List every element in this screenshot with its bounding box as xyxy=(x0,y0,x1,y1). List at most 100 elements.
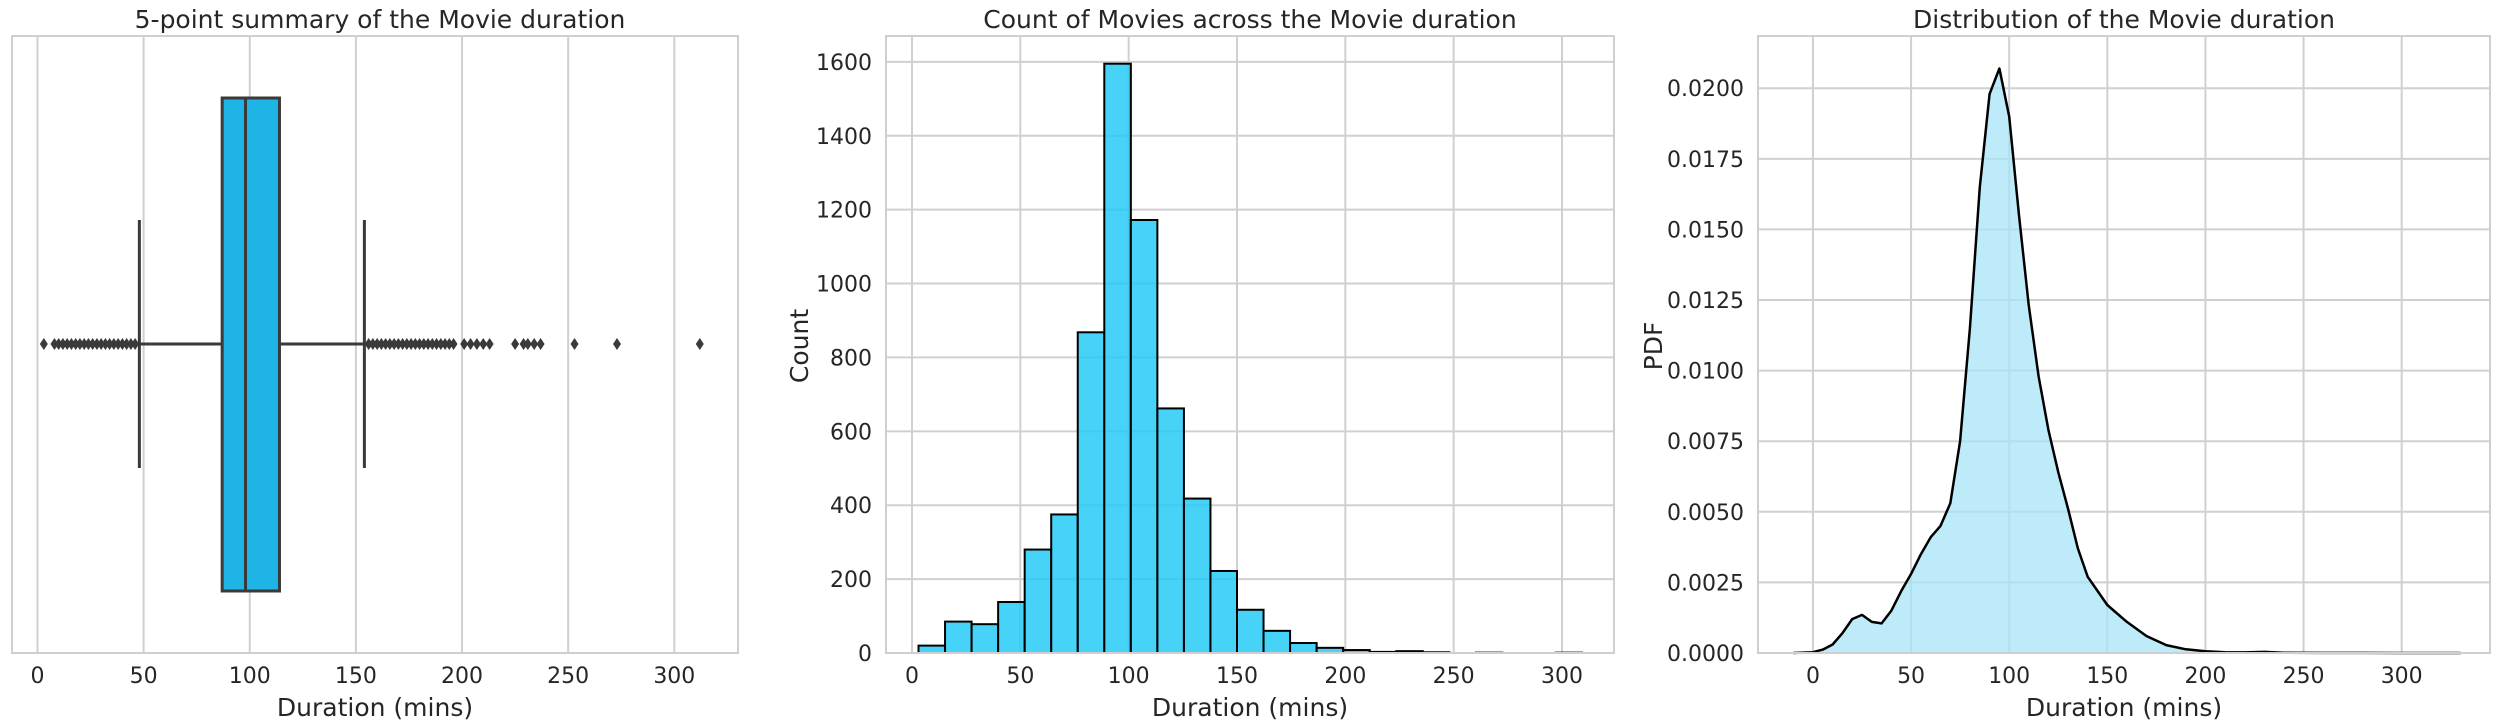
outlier-point xyxy=(436,338,445,350)
outlier-point xyxy=(441,338,450,350)
histogram-x-ticks: 0 50 100 150 200 250 300 xyxy=(905,664,1583,689)
density-y-tick-label: 0.0075 xyxy=(1667,430,1744,455)
boxplot-title: 5-point summary of the Movie duration xyxy=(135,5,626,34)
outlier-point xyxy=(424,338,433,350)
histogram-y-tick-label: 1000 xyxy=(816,273,872,298)
histogram-y-tick-label: 0 xyxy=(858,642,872,667)
density-y-tick-label: 0.0000 xyxy=(1667,642,1744,667)
density-curve xyxy=(1793,67,2461,655)
histogram-frame xyxy=(885,35,1615,654)
histogram-bar xyxy=(1023,548,1053,655)
density-y-tick-label: 0.0200 xyxy=(1667,77,1744,102)
outlier-point xyxy=(419,338,428,350)
histogram-x-tick-label: 250 xyxy=(1433,664,1475,689)
outlier-point xyxy=(114,338,123,350)
outlier-point xyxy=(407,338,416,350)
density-frame xyxy=(1757,35,2491,654)
outlier-point xyxy=(523,338,532,350)
boxplot-panel: 5-point summary of the Movie duration 0 5… xyxy=(11,5,739,722)
outlier-point xyxy=(445,338,454,350)
histogram-bar xyxy=(1289,642,1318,654)
histogram-bar xyxy=(1209,569,1239,654)
boxplot-marks xyxy=(39,96,704,593)
density-y-ticks: 0.0000 0.0025 0.0050 0.0075 0.0100 0.0125 0.01… xyxy=(1667,77,1744,667)
outlier-point xyxy=(466,338,475,350)
density-panel: Distribution of the Movie duration 0 50 10… xyxy=(1639,5,2491,722)
density-curve-group xyxy=(1793,67,2461,655)
histogram-y-ticks: 0 200 400 600 800 1000 1200 1400 1600 xyxy=(816,51,872,667)
density-y-axis-label: PDF xyxy=(1639,322,1668,371)
outlier-point xyxy=(39,338,48,350)
outlier-point xyxy=(398,338,407,350)
outlier-point xyxy=(122,338,131,350)
histogram-bar xyxy=(1156,407,1185,655)
boxplot-x-tick-label: 0 xyxy=(30,664,44,689)
outlier-point xyxy=(80,338,89,350)
boxplot-frame xyxy=(11,35,739,654)
histogram-y-tick-label: 400 xyxy=(830,494,872,519)
outlier-point xyxy=(570,338,579,350)
histogram-bar xyxy=(997,601,1026,654)
outlier-point xyxy=(519,338,528,350)
outlier-point xyxy=(432,338,441,350)
histogram-bar xyxy=(1103,62,1132,654)
histogram-x-tick-label: 100 xyxy=(1108,664,1150,689)
histogram-bar xyxy=(1050,513,1079,654)
histogram-y-tick-label: 1600 xyxy=(816,51,872,76)
outlier-point xyxy=(373,338,382,350)
outlier-point xyxy=(109,338,118,350)
histogram-x-axis-label: Duration (mins) xyxy=(1152,693,1348,722)
outlier-point xyxy=(472,338,481,350)
outlier-point xyxy=(390,338,399,350)
outlier-point xyxy=(695,338,704,350)
histogram-y-tick-label: 200 xyxy=(830,568,872,593)
density-x-tick-label: 200 xyxy=(2184,664,2226,689)
histogram-bar xyxy=(1182,497,1212,654)
outlier-point xyxy=(530,338,539,350)
density-y-tick-label: 0.0125 xyxy=(1667,289,1744,314)
density-x-tick-label: 100 xyxy=(1988,664,2030,689)
outlier-point xyxy=(67,338,76,350)
histogram-bar xyxy=(1129,218,1159,655)
boxplot-x-axis-label: Duration (mins) xyxy=(277,693,473,722)
outlier-point xyxy=(118,338,127,350)
outlier-point xyxy=(415,338,424,350)
outlier-point xyxy=(101,338,110,350)
histogram-x-tick-label: 300 xyxy=(1541,664,1583,689)
iqr-box xyxy=(220,96,281,593)
density-y-tick-label: 0.0050 xyxy=(1667,501,1744,526)
density-x-tick-label: 250 xyxy=(2283,664,2325,689)
histogram-bar xyxy=(1236,608,1265,655)
histogram-y-tick-label: 1400 xyxy=(816,125,872,150)
histogram-y-axis-label: Count xyxy=(785,309,814,383)
outlier-point xyxy=(402,338,411,350)
outlier-point xyxy=(88,338,97,350)
outlier-point xyxy=(385,338,394,350)
outlier-point xyxy=(485,338,494,350)
boxplot-x-tick-label: 50 xyxy=(130,664,158,689)
boxplot-x-ticks: 0 50 100 150 200 250 300 xyxy=(30,664,695,689)
histogram-x-tick-label: 200 xyxy=(1324,664,1366,689)
density-x-axis-label: Duration (mins) xyxy=(2026,693,2222,722)
outlier-point xyxy=(126,338,135,350)
histogram-bar xyxy=(944,620,973,655)
histogram-bar xyxy=(970,623,1000,654)
boxplot-x-tick-label: 150 xyxy=(335,664,377,689)
density-area-fill xyxy=(1793,68,2461,653)
outlier-point xyxy=(411,338,420,350)
outlier-point xyxy=(381,338,390,350)
density-x-tick-label: 300 xyxy=(2381,664,2423,689)
histogram-x-tick-label: 50 xyxy=(1006,664,1034,689)
outlier-point xyxy=(71,338,80,350)
outlier-point xyxy=(97,338,106,350)
outlier-point xyxy=(105,338,114,350)
outlier-point xyxy=(394,338,403,350)
boxplot-x-tick-label: 200 xyxy=(441,664,483,689)
density-title: Distribution of the Movie duration xyxy=(1913,5,2335,34)
density-y-tick-label: 0.0025 xyxy=(1667,571,1744,596)
outlier-point xyxy=(613,338,621,350)
outlier-point xyxy=(84,338,93,350)
outlier-point xyxy=(63,338,72,350)
histogram-bar xyxy=(1076,331,1106,654)
